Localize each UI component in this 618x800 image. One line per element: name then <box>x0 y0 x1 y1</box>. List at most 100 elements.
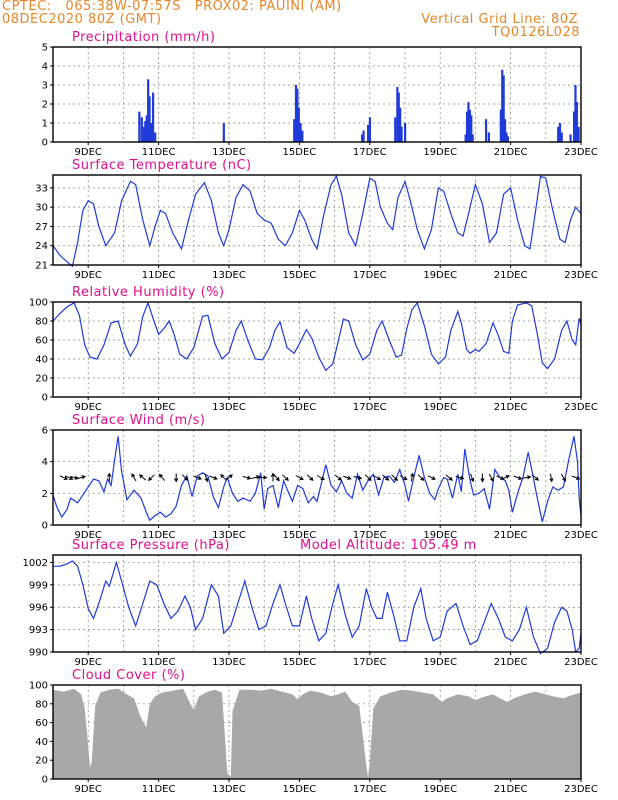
wind-direction-arrow <box>470 473 475 483</box>
precip-bar <box>222 123 225 142</box>
precip-bar <box>467 102 470 142</box>
x-tick-label: 9DEC <box>75 530 102 541</box>
wind-direction-arrow <box>158 473 166 481</box>
rh-panel <box>50 301 582 400</box>
precip-bar <box>503 119 507 142</box>
wind-direction-arrow <box>147 474 155 482</box>
y-tick-label: 3 <box>42 81 48 92</box>
wind-direction-arrow <box>204 473 209 483</box>
precip-bar <box>394 117 397 142</box>
y-tick-label: 80 <box>35 317 48 328</box>
y-tick-label: 24 <box>35 241 48 252</box>
x-tick-label: 19DEC <box>423 147 457 158</box>
wind-direction-arrow <box>445 474 453 481</box>
precip-panel <box>50 46 582 145</box>
wind-frame <box>52 429 582 526</box>
wind-direction-arrow <box>455 475 465 480</box>
header-station-line: CPTEC: 065:38W-07:57S PROX02: PAUINI (AM… <box>2 0 342 14</box>
y-tick-label: 990 <box>29 648 48 659</box>
precip-bar <box>502 75 505 142</box>
precip-bar <box>149 123 153 142</box>
y-tick-label: 80 <box>35 699 48 710</box>
precip-bar <box>487 132 490 142</box>
temp-series-line <box>52 174 582 268</box>
y-tick-label: 6 <box>42 426 48 437</box>
model-altitude-label: Model Altitude: 105.49 m <box>300 538 477 553</box>
precip-bar <box>577 126 580 142</box>
x-tick-label: 21DEC <box>494 147 528 158</box>
wind-direction-arrow <box>225 474 233 481</box>
wind-direction-arrow <box>242 475 252 480</box>
precip-bar <box>499 109 502 142</box>
y-tick-label: 100 <box>29 298 48 309</box>
precip-bar <box>367 124 370 142</box>
precip-bar <box>138 111 141 142</box>
x-tick-label: 15DEC <box>283 784 317 795</box>
x-tick-label: 19DEC <box>423 270 457 281</box>
x-tick-label: 13DEC <box>212 402 246 413</box>
y-tick-label: 996 <box>29 603 48 614</box>
precip-bar <box>574 85 577 142</box>
wind-direction-arrow <box>560 473 566 482</box>
precip-bar <box>400 126 403 142</box>
precip-bar <box>470 115 473 142</box>
x-tick-label: 15DEC <box>283 657 317 668</box>
y-tick-label: 40 <box>35 737 48 748</box>
x-tick-label: 9DEC <box>75 402 102 413</box>
pressure-series-line <box>53 560 582 655</box>
precip-bar <box>147 79 150 142</box>
x-tick-label: 15DEC <box>283 270 317 281</box>
wind-direction-arrow <box>306 474 314 482</box>
x-tick-label: 21DEC <box>494 270 528 281</box>
x-tick-label: 19DEC <box>423 402 457 413</box>
precip-bar <box>484 119 488 142</box>
cloud-panel <box>50 684 582 782</box>
x-tick-label: 13DEC <box>212 530 246 541</box>
x-tick-label: 13DEC <box>212 147 246 158</box>
precip-bar <box>301 130 304 142</box>
x-tick-label: 15DEC <box>283 402 317 413</box>
precip-bar <box>296 88 299 142</box>
precip-bar <box>145 115 148 142</box>
x-tick-label: 23DEC <box>564 147 598 158</box>
precip-bar <box>399 107 402 142</box>
y-tick-label: 20 <box>35 374 48 385</box>
x-tick-label: 23DEC <box>564 270 598 281</box>
header-model-id: TQ0126L028 <box>491 25 580 40</box>
wind-direction-arrow <box>295 475 304 481</box>
precip-bar <box>299 123 302 142</box>
wind-direction-arrow <box>77 475 86 480</box>
x-tick-label: 19DEC <box>423 530 457 541</box>
y-tick-label: 1002 <box>23 558 48 569</box>
wind-direction-arrow <box>193 475 203 480</box>
wind-direction-arrow <box>399 475 408 481</box>
precip-bar <box>361 134 364 142</box>
x-tick-label: 15DEC <box>283 530 317 541</box>
x-tick-label: 23DEC <box>564 530 598 541</box>
precip-title: Precipitation (mm/h) <box>72 30 215 45</box>
wind-direction-arrow <box>391 474 399 482</box>
precip-bar <box>404 123 407 142</box>
wind-direction-arrow <box>209 475 218 480</box>
wind-direction-arrow <box>488 473 494 482</box>
header-grid-line-note: Vertical Grid Line: 80Z <box>421 12 578 27</box>
y-tick-label: 33 <box>35 183 48 194</box>
wind-direction-arrow <box>353 475 363 480</box>
x-tick-label: 11DEC <box>142 270 176 281</box>
wind-direction-arrow <box>59 475 69 480</box>
y-tick-label: 4 <box>42 62 48 73</box>
wind-title: Surface Wind (m/s) <box>72 413 205 428</box>
precip-bar <box>569 134 572 142</box>
temp-title: Surface Temperature (nC) <box>72 158 252 173</box>
wind-direction-arrow <box>549 473 554 483</box>
wind-direction-arrow <box>138 474 147 481</box>
y-tick-label: 27 <box>35 222 48 233</box>
x-tick-label: 9DEC <box>75 784 102 795</box>
cloud-frame <box>52 684 582 780</box>
wind-direction-arrow <box>364 474 372 482</box>
x-tick-label: 11DEC <box>142 530 176 541</box>
wind-direction-arrow <box>273 474 280 482</box>
x-tick-label: 13DEC <box>212 270 246 281</box>
y-tick-label: 60 <box>35 718 48 729</box>
